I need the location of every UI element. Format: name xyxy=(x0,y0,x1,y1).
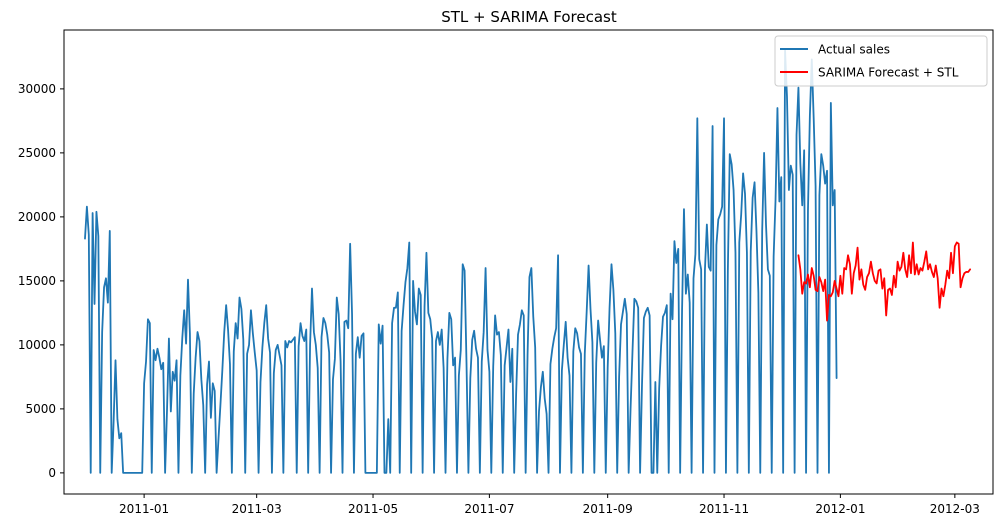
axes-layer: 2011-01 2011-03 2011-05 2011-07 2011-09 2011-… xyxy=(18,29,994,516)
x-tick-label: 2011-09 xyxy=(583,502,633,516)
legend-label-1: Actual sales xyxy=(818,43,890,57)
y-tick-label: 15000 xyxy=(18,274,56,288)
x-tick-label: 2012-01 xyxy=(815,502,865,516)
legend-label-2: SARIMA Forecast + STL xyxy=(818,66,959,80)
y-tick-label: 10000 xyxy=(18,338,56,352)
x-tick-label: 2011-05 xyxy=(348,502,398,516)
y-tick-label: 0 xyxy=(48,466,56,480)
y-tick-label: 25000 xyxy=(18,146,56,160)
x-tick-label: 2011-03 xyxy=(232,502,282,516)
chart-title: STL + SARIMA Forecast xyxy=(441,8,617,26)
legend: Actual sales SARIMA Forecast + STL xyxy=(774,35,988,87)
axes-frame xyxy=(63,29,994,495)
y-tick-label: 5000 xyxy=(25,402,56,416)
x-tick-label: 2011-01 xyxy=(119,502,169,516)
y-tick-label: 20000 xyxy=(18,210,56,224)
series-line-1 xyxy=(84,49,838,474)
legend-box xyxy=(774,35,988,87)
y-tick-label: 30000 xyxy=(18,82,56,96)
x-tick-label: 2012-03 xyxy=(930,502,980,516)
series-line-2 xyxy=(797,241,972,322)
series-layer xyxy=(84,49,972,474)
x-tick-label: 2011-07 xyxy=(464,502,514,516)
x-tick-label: 2011-11 xyxy=(699,502,749,516)
